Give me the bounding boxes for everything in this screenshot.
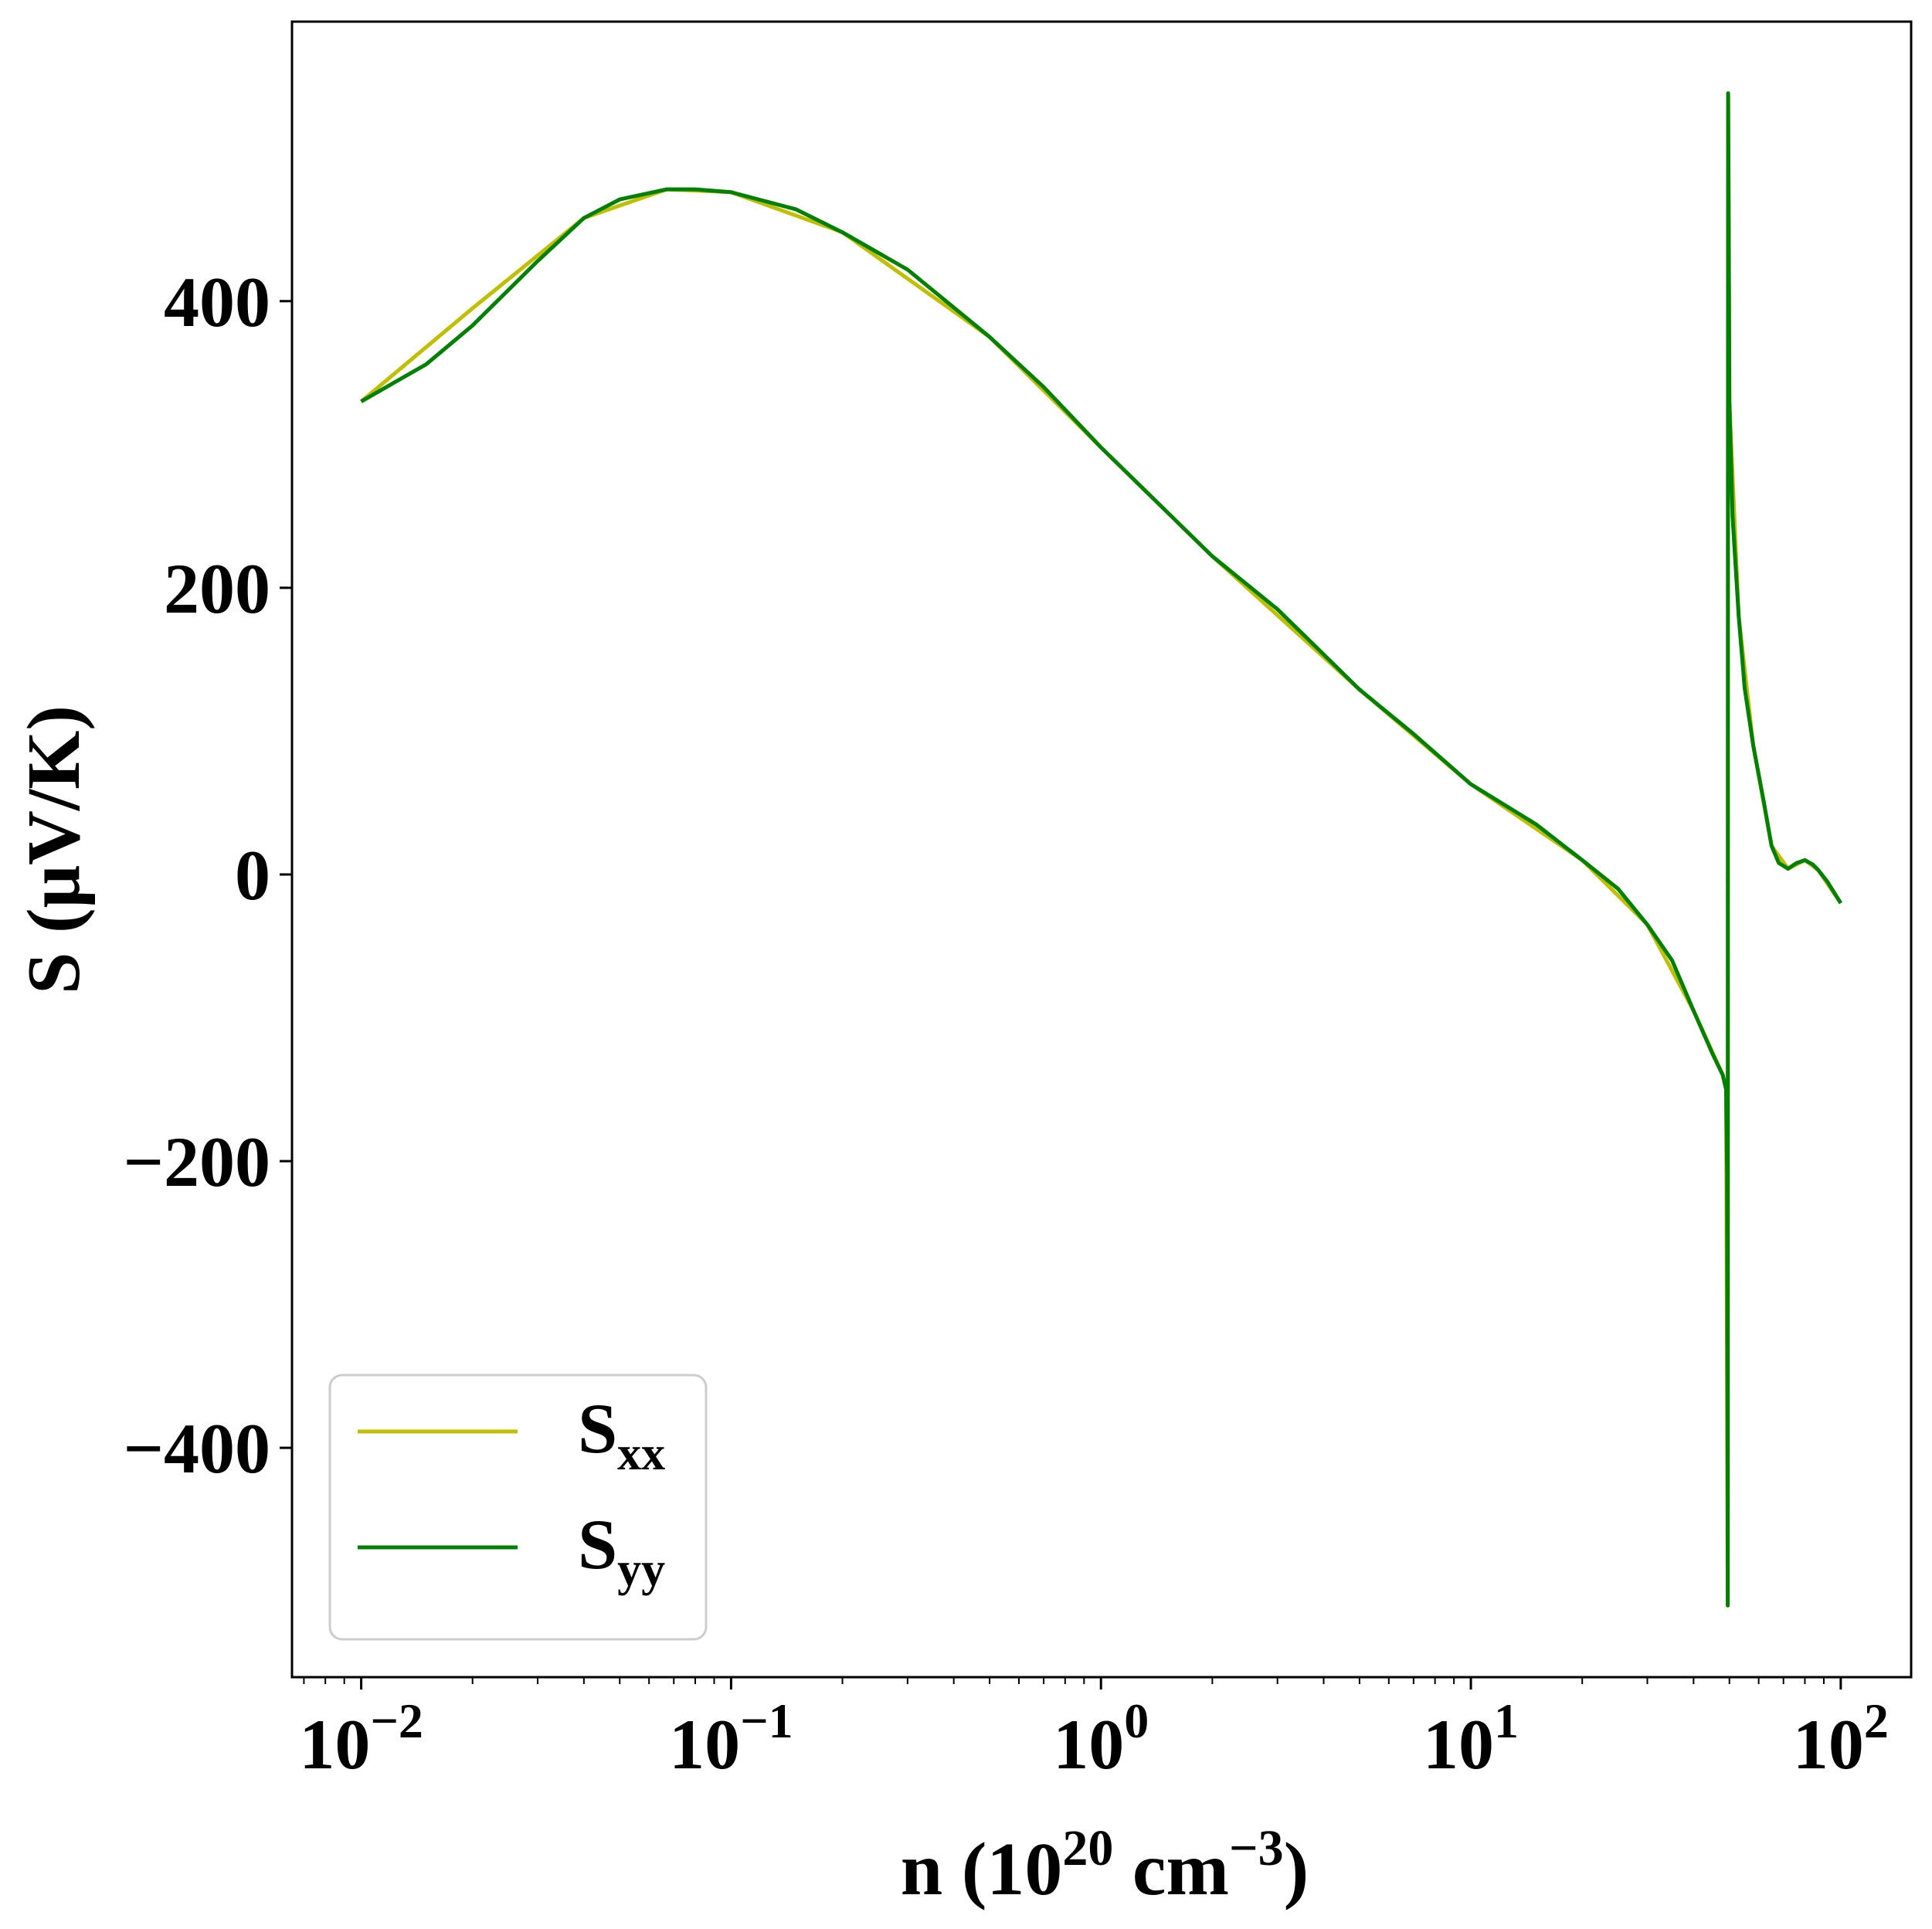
legend-label-syy-main: S <box>578 1505 617 1584</box>
x-tick-label: 10−2 <box>299 1693 423 1784</box>
x-tick-label: 101 <box>1423 1693 1519 1784</box>
legend: Sxx Syy <box>328 1374 708 1641</box>
y-axis-label: S (μV/K) <box>12 705 96 994</box>
y-tick-label: 0 <box>235 836 270 915</box>
x-axis-label-end: ) <box>1284 1828 1309 1911</box>
legend-label-syy-sub: yy <box>617 1544 665 1596</box>
legend-label-sxx: Sxx <box>578 1389 665 1480</box>
legend-label-sxx-main: S <box>578 1389 617 1468</box>
x-tick-label: 10−1 <box>669 1693 793 1784</box>
legend-label-syy: Syy <box>578 1505 665 1596</box>
x-axis-label: n (1020 cm−3) <box>901 1820 1309 1911</box>
x-axis-label-exp2: −3 <box>1229 1820 1284 1876</box>
legend-label-sxx-sub: xx <box>617 1428 665 1480</box>
y-tick-label: −400 <box>124 1409 270 1488</box>
x-axis-label-exp1: 20 <box>1062 1820 1113 1876</box>
y-tick-label: 400 <box>164 263 270 341</box>
legend-box <box>328 1374 708 1641</box>
series-line-syy <box>360 91 1843 1608</box>
axis-ticks: −400 −200 0 200 400 10−2 10−1 100 101 102 <box>124 263 1889 1784</box>
x-axis-label-mid: cm <box>1113 1828 1229 1911</box>
y-tick-label: 200 <box>164 549 270 628</box>
series-layer <box>359 91 1843 1608</box>
x-axis-label-main: n (10 <box>901 1828 1063 1911</box>
x-tick-label: 102 <box>1793 1693 1889 1784</box>
y-tick-label: −200 <box>124 1122 270 1201</box>
x-tick-label: 100 <box>1053 1693 1149 1784</box>
